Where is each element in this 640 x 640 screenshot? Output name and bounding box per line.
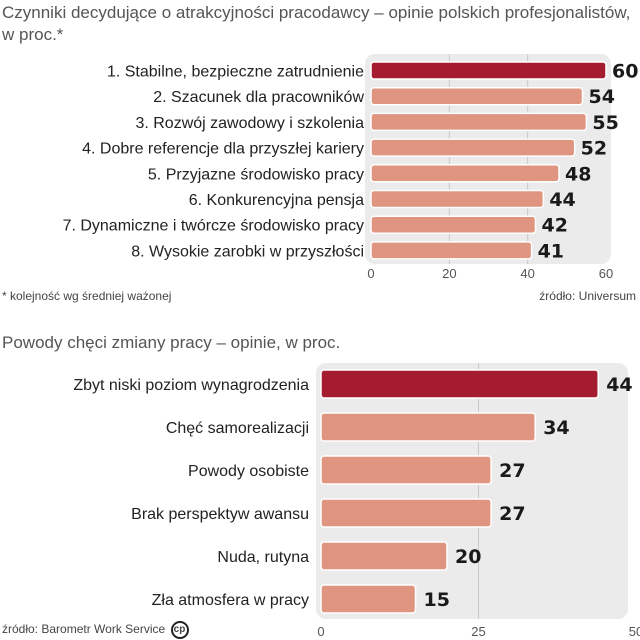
chart2-panel — [316, 363, 628, 619]
chart2-title: Powody chęci zmiany pracy – opinie, w pr… — [2, 333, 341, 352]
chart2-value-label: 44 — [606, 374, 632, 396]
chart1-category-label: 5. Przyjazne środowisko pracy — [148, 166, 364, 183]
chart1-category-label: 1. Stabilne, bezpieczne zatrudnienie — [107, 64, 364, 81]
chart1-value-label: 52 — [581, 138, 607, 160]
chart2-bar — [320, 369, 599, 399]
chart2-value-label: 20 — [455, 546, 481, 568]
chart2-category-label: Powody osobiste — [188, 463, 309, 480]
chart2-value-label: 27 — [499, 503, 525, 525]
chart1-category-label: 6. Konkurencyjna pensja — [189, 192, 364, 209]
chart2-category-label: Brak perspektyw awansu — [131, 506, 309, 523]
chart1-title: Czynniki decydujące o atrakcyjności prac… — [2, 3, 631, 44]
chart2-value-label: 27 — [499, 460, 525, 482]
chart1-tick-label: 60 — [599, 266, 613, 281]
chart1-bar — [370, 61, 607, 80]
chart2-category-label: Zbyt niski poziom wynagrodzenia — [73, 377, 309, 394]
chart1-category-label: 2. Szacunek dla pracowników — [153, 89, 364, 106]
chart1-value-label: 41 — [538, 240, 564, 262]
chart2-category-label: Nuda, rutyna — [217, 549, 309, 566]
chart1-value-label: 55 — [592, 112, 618, 134]
chart2-tick-label: 0 — [317, 624, 324, 639]
chart1-footnote: * kolejność wg średniej ważonej — [2, 289, 172, 303]
chart1-bar — [370, 86, 584, 106]
chart2-bar — [320, 584, 417, 614]
chart1-category-label: 4. Dobre referencje dla przyszłej karier… — [82, 141, 364, 158]
chart2-category-label: Zła atmosfera w pracy — [152, 592, 309, 609]
chart2-source: źródło: Barometr Work Service — [2, 622, 166, 637]
chart1-tick-label: 20 — [442, 266, 456, 281]
chart1-source: źródło: Universum — [539, 289, 636, 303]
chart1-bar — [370, 138, 576, 157]
chart1-value-label: 60 — [612, 61, 638, 83]
chart1-value-label: 54 — [589, 86, 615, 108]
chart2-bar — [320, 455, 492, 485]
chart1-bar — [370, 112, 588, 132]
chart1-value-label: 44 — [549, 189, 575, 211]
chart1-category-label: 3. Rozwój zawodowy i szkolenia — [135, 115, 364, 132]
chart1-tick-label: 0 — [367, 266, 374, 281]
chart1-bar — [370, 189, 545, 209]
chart2-source-wrap: źródło: Barometr Work Service cp — [2, 621, 189, 639]
chart2-value-label: 15 — [424, 589, 450, 611]
chart2-bar — [320, 541, 448, 571]
chart1-bar — [370, 241, 533, 260]
chart2-category-label: Chęć samorealizacji — [166, 420, 309, 437]
chart1-panel — [365, 54, 611, 264]
creative-commons-logo: cp — [170, 621, 189, 639]
chart2-bar — [320, 498, 492, 528]
chart1-bar — [370, 164, 560, 183]
chart2-bar — [320, 412, 536, 442]
chart1-bar — [370, 215, 537, 234]
chart1-value-label: 48 — [565, 163, 591, 185]
chart1-value-label: 42 — [542, 215, 568, 237]
chart1-category-label: 7. Dynamiczne i twórcze środowisko pracy — [63, 218, 364, 235]
chart1-category-label: 8. Wysokie zarobki w przyszłości — [131, 243, 364, 260]
chart2-value-label: 34 — [543, 417, 569, 439]
chart2-tick-label: 50 — [629, 624, 640, 639]
chart1-tick-label: 40 — [520, 266, 534, 281]
chart2-tick-label: 25 — [471, 624, 485, 639]
